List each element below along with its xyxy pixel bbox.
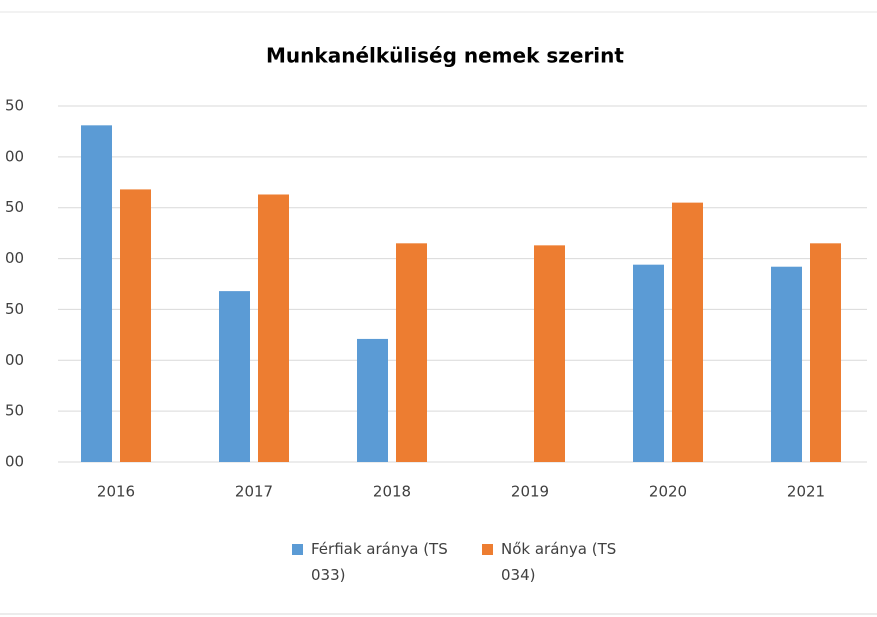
x-tick-label: 2016 xyxy=(97,483,135,501)
chart-title: Munkanélküliség nemek szerint xyxy=(266,44,624,68)
x-tick-label: 2021 xyxy=(787,483,825,501)
bar xyxy=(810,243,841,462)
legend-label: Nők aránya (TS 034) xyxy=(501,540,617,584)
x-tick-label: 2019 xyxy=(511,483,549,501)
x-tick-label: 2020 xyxy=(649,483,687,501)
y-tick-label: 00 xyxy=(5,453,24,471)
legend-label: Férfiak aránya (TS 033) xyxy=(311,540,448,584)
bar xyxy=(396,243,427,462)
y-tick-label: 00 xyxy=(5,147,24,165)
y-tick-label: 00 xyxy=(5,249,24,267)
y-tick-label: 00 xyxy=(5,351,24,369)
bar xyxy=(81,125,112,462)
x-tick-label: 2017 xyxy=(235,483,273,501)
legend-swatch xyxy=(482,544,493,555)
bar xyxy=(258,194,289,462)
bar xyxy=(357,338,388,462)
legend-swatch xyxy=(292,544,303,555)
x-tick-label: 2018 xyxy=(373,483,411,501)
legend-item: Nők aránya (TS 034) xyxy=(482,536,651,588)
y-tick-label: 50 xyxy=(5,402,24,420)
bar xyxy=(120,189,151,463)
bar xyxy=(672,202,703,462)
y-tick-label: 50 xyxy=(5,97,24,115)
legend-item: Férfiak aránya (TS 033) xyxy=(292,536,461,588)
y-tick-label: 50 xyxy=(5,300,24,318)
bar xyxy=(771,266,802,462)
y-tick-label: 50 xyxy=(5,198,24,216)
bar xyxy=(534,245,565,462)
bar xyxy=(633,264,664,462)
bar xyxy=(219,291,250,462)
